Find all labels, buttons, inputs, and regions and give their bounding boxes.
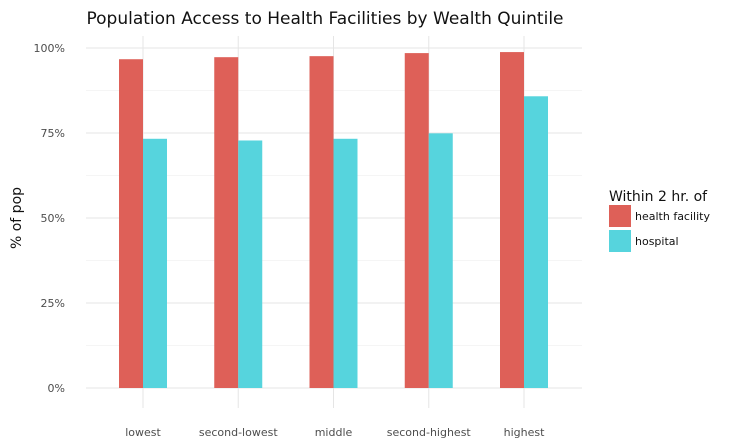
bar-health-facility (404, 53, 429, 388)
bar-health-facility (500, 52, 524, 389)
y-tick-label: 25% (41, 297, 65, 310)
bar-hospital (333, 138, 358, 388)
y-tick-labels: 0% 25% 50% 75% 100% (34, 42, 65, 395)
x-tick-label: second-highest (387, 426, 472, 439)
bar-health-facility (214, 57, 239, 389)
y-tick-label: 100% (34, 42, 65, 55)
y-tick-label: 50% (41, 212, 65, 225)
chart-title: Population Access to Health Facilities b… (86, 9, 563, 29)
bar-health-facility (309, 56, 334, 388)
x-tick-labels: lowest second-lowest middle second-highest h… (125, 426, 545, 439)
bar-hospital (428, 133, 453, 388)
x-tick-label: second-lowest (199, 426, 278, 439)
legend-label: health facility (635, 210, 710, 223)
bar-hospital (524, 96, 548, 388)
x-tick-label: highest (504, 426, 545, 439)
y-tick-label: 0% (48, 382, 65, 395)
legend: Within 2 hr. of health facility hospital (609, 189, 710, 252)
bars (119, 52, 548, 389)
y-tick-label: 75% (41, 127, 65, 140)
legend-label: hospital (635, 235, 679, 248)
x-tick-label: middle (315, 426, 353, 439)
legend-title: Within 2 hr. of (609, 189, 708, 205)
legend-key-hospital (609, 230, 631, 252)
bar-health-facility (119, 59, 143, 388)
legend-key-health-facility (609, 205, 631, 227)
bar-hospital (238, 140, 263, 388)
bar-hospital (143, 138, 167, 388)
y-axis-label: % of pop (9, 187, 25, 249)
x-tick-label: lowest (125, 426, 161, 439)
